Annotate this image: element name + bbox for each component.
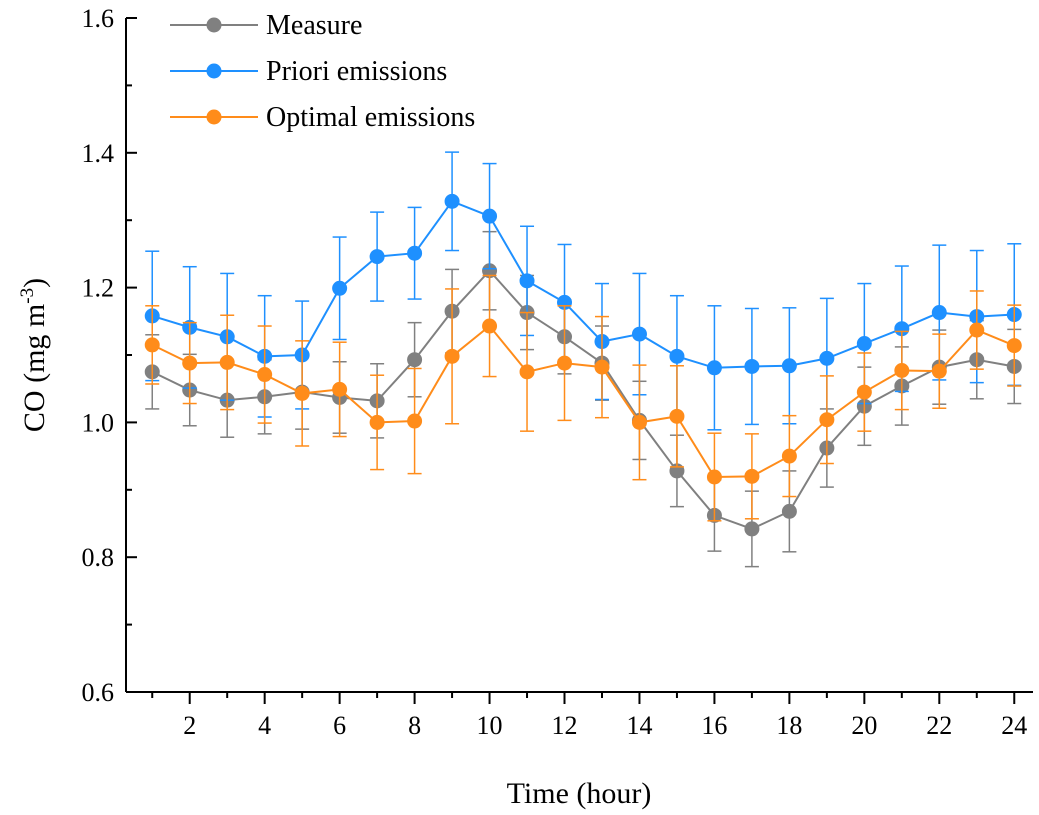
data-point	[407, 245, 423, 261]
series-line	[151, 269, 1015, 530]
data-point	[894, 363, 910, 379]
data-point	[369, 414, 385, 430]
data-point	[631, 326, 647, 342]
x-tick-label: 20	[851, 711, 877, 740]
data-point	[706, 469, 722, 485]
data-point	[819, 412, 835, 428]
series-line	[151, 200, 1015, 369]
data-point	[969, 322, 985, 338]
y-axis-title-superscript: -3	[17, 288, 38, 304]
data-point	[369, 249, 385, 265]
data-point	[444, 193, 460, 209]
legend-label: Priori emissions	[266, 56, 447, 87]
y-axis-title: CO (mg m-3)	[17, 278, 51, 432]
data-point	[482, 318, 498, 334]
series-line	[151, 324, 1015, 479]
x-axis-title: Time (hour)	[507, 777, 652, 810]
y-tick-label: 1.6	[82, 4, 115, 33]
x-tick-label: 14	[626, 711, 652, 740]
series-optimal-emissions	[144, 274, 1022, 522]
legend-marker	[206, 109, 222, 125]
x-tick-label: 16	[701, 711, 727, 740]
x-tick-label: 2	[183, 711, 196, 740]
y-ticks: 0.6 0.8 1.0 1.2 1.4 1.6	[82, 4, 137, 707]
data-point	[706, 360, 722, 376]
x-tick-label: 4	[258, 711, 271, 740]
data-point	[744, 468, 760, 484]
data-point	[669, 408, 685, 424]
data-point	[931, 305, 947, 321]
data-point	[182, 355, 198, 371]
data-point	[519, 273, 535, 289]
data-point	[557, 355, 573, 371]
x-tick-label: 18	[776, 711, 802, 740]
data-point	[894, 321, 910, 337]
y-tick-label: 1.0	[82, 408, 115, 437]
data-point	[594, 359, 610, 375]
data-point	[407, 352, 423, 368]
data-point	[1006, 338, 1022, 354]
series-layer	[144, 151, 1022, 568]
legend-marker	[206, 63, 222, 79]
x-tick-label: 22	[926, 711, 952, 740]
data-point	[781, 358, 797, 374]
data-point	[482, 263, 498, 279]
x-ticks: 2 4 6 8 10 12 14 16 18 20 22 24	[151, 692, 1027, 740]
y-tick-label: 1.4	[82, 139, 115, 168]
data-point	[931, 363, 947, 379]
data-point	[781, 448, 797, 464]
x-tick-label: 12	[552, 711, 578, 740]
data-point	[407, 413, 423, 429]
y-axis-title-close: )	[18, 278, 51, 288]
data-point	[257, 367, 273, 383]
data-point	[144, 337, 160, 353]
x-tick-label: 24	[1001, 711, 1027, 740]
x-tick-label: 8	[408, 711, 421, 740]
series-measure	[144, 230, 1022, 568]
legend-label: Optimal emissions	[266, 102, 475, 133]
data-point	[631, 414, 647, 430]
data-point	[444, 348, 460, 364]
data-point	[744, 358, 760, 374]
data-point	[332, 381, 348, 397]
x-tick-label: 6	[333, 711, 346, 740]
data-point	[781, 503, 797, 519]
y-tick-label: 0.8	[82, 543, 115, 572]
data-point	[819, 350, 835, 366]
y-tick-label: 0.6	[82, 678, 115, 707]
x-tick-label: 10	[477, 711, 503, 740]
data-point	[482, 208, 498, 224]
data-point	[219, 354, 235, 370]
legend-marker	[206, 17, 222, 33]
y-tick-label: 1.2	[82, 274, 115, 303]
data-point	[669, 348, 685, 364]
data-point	[332, 280, 348, 296]
data-point	[744, 521, 760, 537]
y-axis-title-main: CO (mg m	[18, 304, 51, 432]
data-point	[294, 385, 310, 401]
series-priori-emissions	[144, 151, 1022, 431]
data-point	[856, 384, 872, 400]
legend: Measure Priori emissions Optimal emissions	[170, 10, 475, 133]
data-point	[856, 336, 872, 352]
data-point	[519, 364, 535, 380]
legend-label: Measure	[266, 10, 362, 41]
